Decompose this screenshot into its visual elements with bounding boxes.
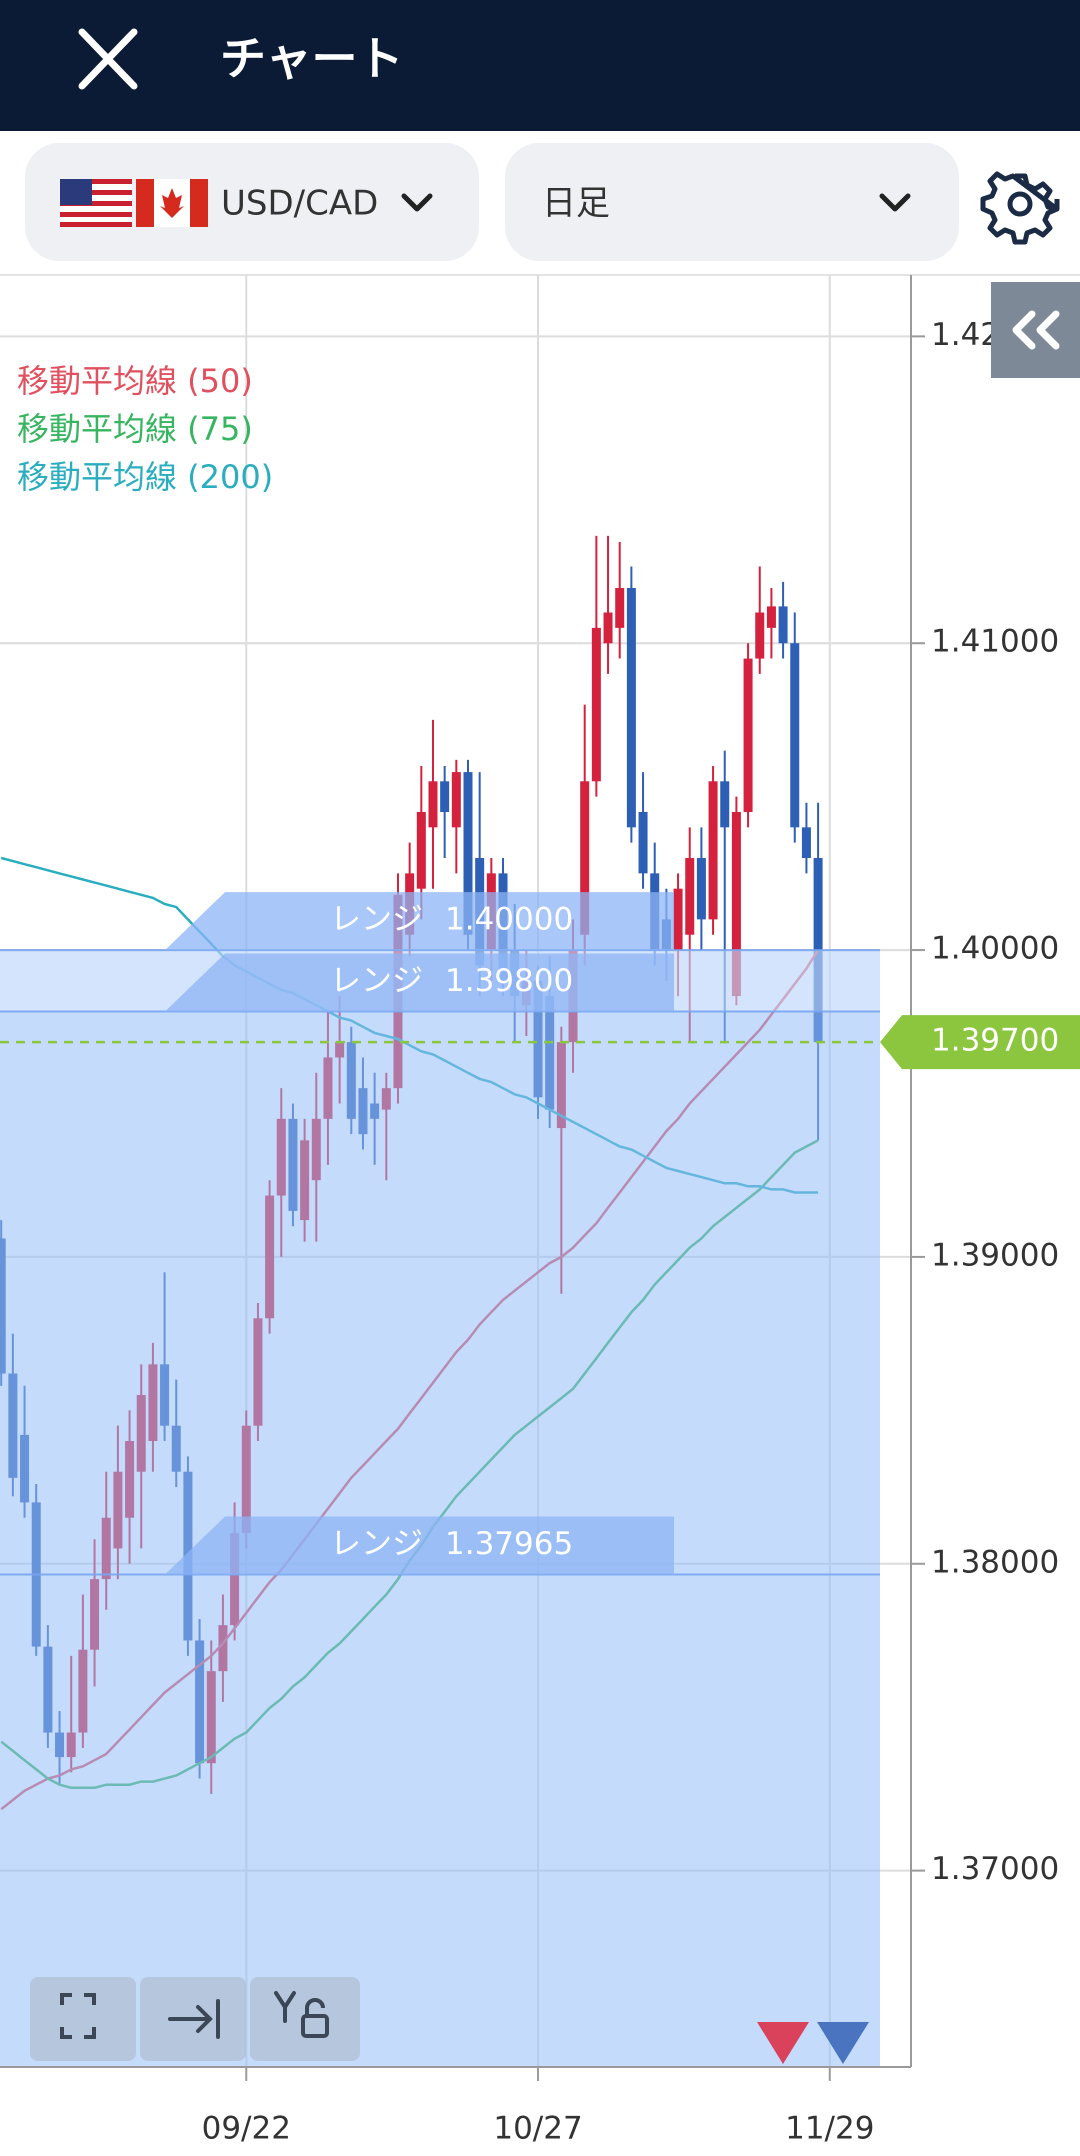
ca-flag xyxy=(136,179,208,227)
legend-entry: 移動平均線 (75) xyxy=(17,410,253,448)
candle-body xyxy=(638,811,648,874)
symbol-text: USD/CAD xyxy=(221,184,378,224)
current-price-tag xyxy=(880,1015,1080,1070)
range-value: 1.37965 xyxy=(445,1526,573,1562)
lock-shackle xyxy=(305,1998,325,2016)
close-button[interactable] xyxy=(78,28,138,90)
x-tick-label: 09/22 xyxy=(202,2111,291,2147)
range-tab xyxy=(165,892,674,951)
range-label: レンジ xyxy=(330,902,423,938)
legend-entry: 移動平均線 (200) xyxy=(17,458,273,496)
range-label: レンジ xyxy=(330,963,423,999)
candle-body xyxy=(743,658,753,812)
range-tab xyxy=(165,1516,674,1575)
timeframe-text: 日足 xyxy=(542,184,610,224)
candle-body xyxy=(696,858,706,920)
candle-body xyxy=(766,606,776,628)
candle-body xyxy=(626,587,636,828)
latest-icon xyxy=(168,1999,220,2039)
candle-body xyxy=(685,858,695,935)
collapse-icon xyxy=(1012,310,1060,350)
candle-body xyxy=(731,811,741,997)
candle-body xyxy=(463,772,473,935)
buy-marker[interactable] xyxy=(817,2022,869,2064)
header-title: チャート xyxy=(220,32,404,86)
y-tick-label: 1.37000 xyxy=(931,1851,1059,1887)
overlays: レンジ 1.40000 レンジ 1.39800 レンジ 1.37965 xyxy=(0,892,880,2067)
candle-body xyxy=(416,811,426,889)
candle-body xyxy=(428,781,438,828)
chart-tools xyxy=(30,1977,360,2061)
collapse-button[interactable] xyxy=(991,282,1080,378)
candle-body xyxy=(708,781,718,920)
y-tick-label: 1.41000 xyxy=(931,624,1059,660)
candle-body xyxy=(603,612,613,644)
candle-body xyxy=(451,772,461,828)
range-label: レンジ xyxy=(330,1526,423,1562)
x-tick-label: 10/27 xyxy=(493,2111,582,2147)
candle-body xyxy=(801,827,811,859)
current-price-label: 1.39700 xyxy=(931,1023,1059,1059)
candle-body xyxy=(673,888,683,951)
y-tick-label: 1.38000 xyxy=(931,1544,1059,1580)
candle-body xyxy=(790,643,800,828)
symbol-selector[interactable] xyxy=(25,143,479,261)
x-tick-label: 11/29 xyxy=(785,2111,874,2147)
range-value: 1.39800 xyxy=(445,963,573,999)
candle-body xyxy=(591,627,601,782)
range-shade xyxy=(0,950,880,2067)
legend-entry: 移動平均線 (50) xyxy=(17,362,253,400)
settings-button[interactable] xyxy=(980,171,1060,245)
sell-marker[interactable] xyxy=(757,2022,809,2064)
candle-body xyxy=(720,781,730,828)
candle-body xyxy=(440,781,450,812)
fit-button[interactable] xyxy=(30,1977,136,2061)
fit-icon xyxy=(60,1993,96,2039)
y-tick-label: 1.39000 xyxy=(931,1237,1059,1273)
chevron xyxy=(401,193,433,212)
header-bar xyxy=(0,0,1080,131)
candle-body xyxy=(580,781,590,935)
lock-icon xyxy=(301,2014,329,2038)
candle-body xyxy=(778,606,788,644)
labels: 1.370001.380001.390001.400001.410001.420… xyxy=(17,317,1080,2147)
range-tab xyxy=(165,953,674,1012)
ylock-icon xyxy=(274,1991,296,2023)
us-flag xyxy=(60,179,132,227)
candle-body xyxy=(755,612,765,659)
y-tick-label: 1.40000 xyxy=(931,931,1059,967)
timeframe-selector[interactable] xyxy=(505,143,959,261)
chevron xyxy=(879,193,911,212)
candle-body xyxy=(615,587,625,628)
range-value: 1.40000 xyxy=(445,902,573,938)
